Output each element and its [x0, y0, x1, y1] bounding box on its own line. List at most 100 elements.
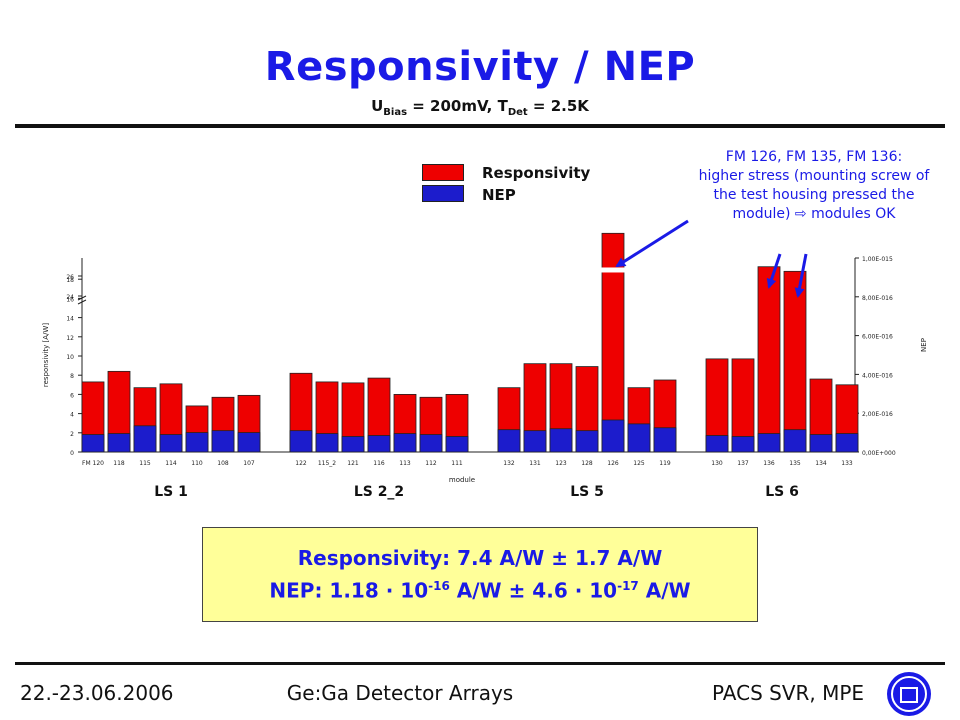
y-tick-label: 16 [66, 296, 74, 303]
legend-label-nep: NEP [482, 186, 516, 204]
x-tick-label: 107 [243, 460, 255, 467]
nep-bar [237, 432, 261, 453]
legend-swatch-nep [422, 185, 464, 202]
x-tick-label: 135 [789, 460, 801, 467]
x-tick-label: 125 [633, 460, 645, 467]
legend-label-responsivity: Responsivity [482, 164, 591, 182]
x-tick-label: 136 [763, 460, 775, 467]
nep-bar [159, 434, 183, 453]
page-title: Responsivity / NEP [264, 44, 696, 90]
responsivity-bar [757, 266, 781, 453]
y2-axis-label: NEP [920, 338, 928, 352]
mpe-logo [887, 672, 931, 716]
x-tick-label: 121 [347, 460, 359, 467]
annotation-arrow-126 [615, 219, 689, 268]
y2-tick-label: 2,00E-016 [862, 411, 893, 418]
nep-bar [445, 436, 469, 453]
y2-tick-label: 4,00E-016 [862, 372, 893, 379]
group-label: LS 6 [765, 484, 799, 500]
summary-box: Responsivity: 7.4 A/W ± 1.7 A/W NEP: 1.1… [202, 527, 758, 622]
x-tick-label: 130 [711, 460, 723, 467]
x-tick-label: 128 [581, 460, 593, 467]
y-tick-label: 10 [66, 354, 74, 361]
x-tick-label: 108 [217, 460, 229, 467]
nep-bar [809, 434, 833, 453]
responsivity-bar [783, 270, 807, 453]
nep-bar [133, 425, 157, 453]
y-tick-label: 26 [66, 274, 74, 281]
x-tick-label: 118 [113, 460, 125, 467]
y2-tick-label: 1,00E-015 [862, 256, 893, 263]
responsivity-bar [601, 232, 625, 453]
x-tick-label: 113 [399, 460, 411, 467]
nep-bar [185, 432, 209, 453]
x-tick-label: 115_2 [318, 460, 336, 467]
nep-bar [393, 433, 417, 453]
nep-bar [835, 433, 859, 453]
x-tick-label: 133 [841, 460, 853, 467]
nep-bar [289, 430, 313, 453]
y-tick-label: 0 [70, 450, 74, 457]
stress-annotation: FM 126, FM 135, FM 136: higher stress (m… [698, 149, 930, 222]
x-tick-label: 112 [425, 460, 437, 467]
nep-bar [575, 430, 599, 453]
y2-tick-label: 6,00E-016 [862, 334, 893, 341]
header-divider [15, 124, 945, 128]
y2-tick-label: 8,00E-016 [862, 295, 893, 302]
group-label: LS 2_2 [354, 484, 404, 500]
nep-bar [523, 430, 547, 453]
y-tick-label: 14 [66, 316, 74, 323]
bar-break-mark [601, 267, 625, 273]
y-tick-label: 12 [66, 335, 74, 342]
x-tick-label: FM 120 [82, 460, 104, 467]
group-label: LS 5 [570, 484, 604, 500]
x-tick-label: 114 [165, 460, 177, 467]
x-tick-label: 122 [295, 460, 307, 467]
nep-bar [107, 433, 131, 453]
x-tick-label: 115 [139, 460, 151, 467]
y-axis-label: responsivity [A/W] [42, 323, 50, 387]
group-label: LS 1 [154, 484, 188, 500]
axis-break-mark [77, 295, 87, 301]
y2-tick-label: 0,00E+000 [862, 450, 896, 457]
axis-break-mark [77, 299, 87, 305]
y-tick-label: 8 [70, 373, 74, 380]
x-tick-label: 111 [451, 460, 463, 467]
x-tick-label: 131 [529, 460, 541, 467]
x-tick-label: 116 [373, 460, 385, 467]
legend-swatch-responsivity [422, 164, 464, 181]
nep-bar [367, 435, 391, 453]
footer-org: PACS SVR, MPE [712, 681, 865, 705]
x-axis-label: module [449, 476, 475, 484]
nep-bar [419, 434, 443, 453]
y-tick-label: 24 [66, 294, 74, 301]
footer-date: 22.-23.06.2006 [20, 681, 174, 705]
nep-bar [783, 429, 807, 453]
nep-bar [81, 434, 105, 453]
annotation-arrow-135 [794, 253, 808, 298]
x-tick-label: 137 [737, 460, 749, 467]
page-subtitle: UBias = 200mV, TDet = 2.5K [371, 97, 589, 118]
x-tick-label: 123 [555, 460, 567, 467]
nep-bar [627, 423, 651, 453]
nep-bar [601, 419, 625, 453]
nep-bar [549, 428, 573, 453]
y-tick-label: 18 [66, 277, 74, 284]
footer-divider [15, 662, 945, 665]
x-tick-label: 126 [607, 460, 619, 467]
x-tick-label: 119 [659, 460, 671, 467]
annotation-arrow-136 [766, 253, 782, 289]
x-tick-label: 110 [191, 460, 203, 467]
nep-bar [731, 436, 755, 453]
footer-title: Ge:Ga Detector Arrays [286, 681, 514, 705]
x-tick-label: 134 [815, 460, 827, 467]
y-tick-label: 4 [70, 412, 74, 419]
nep-bar [653, 427, 677, 453]
y-tick-label: 2 [70, 431, 74, 438]
nep-bar [315, 433, 339, 453]
nep-bar [705, 435, 729, 453]
y-tick-label: 6 [70, 392, 74, 399]
x-tick-label: 132 [503, 460, 515, 467]
nep-bar [211, 430, 235, 453]
